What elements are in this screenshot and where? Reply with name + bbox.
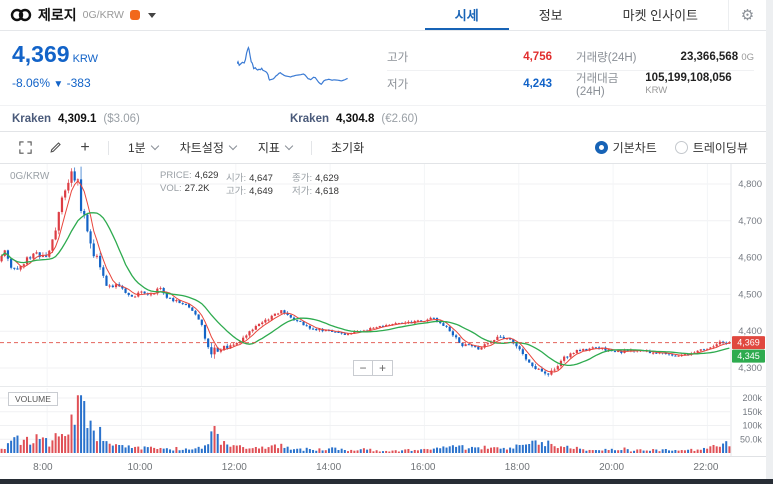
down-arrow-icon: ▼ — [53, 79, 64, 90]
coin-name: 제로지 — [38, 7, 77, 23]
change-percent: -8.06% — [12, 76, 51, 90]
x-tick-label: 12:00 — [221, 462, 247, 473]
fullscreen-icon — [18, 141, 32, 154]
chart-type-switch: 기본차트 트레이딩뷰 — [594, 139, 748, 156]
volume-title: VOLUME — [8, 392, 58, 406]
svg-text:200k: 200k — [742, 393, 762, 403]
x-tick-label: 10:00 — [127, 462, 153, 473]
reference-prices: Kraken 4,309.1 ($3.06) Kraken 4,304.8 (€… — [0, 105, 766, 131]
time-axis: 8:00 10:00 12:00 14:00 16:00 18:00 20:00 22:00 — [0, 456, 766, 478]
zoom-in-button[interactable]: + — [373, 360, 393, 376]
currency-label: KRW — [72, 53, 99, 65]
plus-icon: + — [80, 138, 90, 156]
reset-chart-button[interactable]: 초기화 — [330, 141, 365, 155]
exchange-badge-icon — [129, 10, 140, 20]
toolbar-divider — [108, 140, 109, 155]
x-tick-label: 8:00 — [33, 462, 53, 473]
indicator-dropdown[interactable]: 지표 — [249, 136, 301, 160]
svg-text:4,345: 4,345 — [737, 351, 760, 361]
chevron-down-icon — [284, 141, 294, 151]
market-stats: 고가 4,756 거래량(24H) 23,366,568 0G 저가 4,243 거래… — [387, 43, 754, 98]
zoom-controls: − + — [353, 360, 393, 376]
draw-button[interactable] — [42, 136, 68, 160]
svg-text:4,700: 4,700 — [738, 216, 762, 227]
chevron-down-icon — [228, 141, 238, 151]
market-header: 제로지 0G/KRW 시세 정보 마켓 인사이트 ⚙ — [0, 0, 766, 31]
x-tick-label: 14:00 — [316, 462, 342, 473]
settings-gear-button[interactable]: ⚙ — [728, 0, 766, 30]
radio-basic-chart[interactable]: 기본차트 — [594, 139, 657, 156]
exchange-price: 4,309.1 — [58, 112, 97, 125]
svg-text:4,600: 4,600 — [738, 253, 762, 264]
chart-area: 4,800 4,700 4,600 4,500 4,400 4,300 4,369 4,345… — [0, 164, 766, 479]
fullscreen-button[interactable] — [12, 136, 38, 160]
gear-icon: ⚙ — [740, 7, 755, 24]
kraken-eur-row[interactable]: Kraken 4,304.8 (€2.60) — [290, 113, 568, 125]
coin-logo-icon — [10, 8, 32, 22]
price-chart-canvas[interactable]: 4,800 4,700 4,600 4,500 4,400 4,300 4,369 4,345 — [0, 164, 766, 386]
bottom-bar — [0, 479, 773, 484]
exchange-price-note: (€2.60) — [381, 112, 418, 125]
chart-settings-dropdown[interactable]: 차트설정 — [171, 136, 245, 160]
toolbar-divider — [310, 140, 312, 155]
high-value: 4,756 — [523, 50, 552, 63]
exchange-name: Kraken — [12, 112, 51, 125]
amount-label: 거래대금(24H) — [576, 73, 619, 98]
amount-value: 105,199,108,056 KRW — [645, 72, 732, 96]
low-label: 저가 — [387, 79, 409, 91]
volume-pane: 200k 150k 100k 50.0k VOLUME — [0, 386, 766, 456]
ohlc-legend: PRICE: 4,629 시가: 4,647 종가: 4,629 VOL: 27.2K … — [160, 170, 339, 197]
high-label: 고가 — [387, 51, 409, 64]
svg-text:4,300: 4,300 — [738, 363, 762, 374]
change-amount: -383 — [66, 76, 91, 90]
current-price: 4,369 — [12, 41, 70, 67]
x-tick-label: 18:00 — [504, 462, 530, 473]
add-compare-button[interactable]: + — [72, 136, 98, 160]
svg-text:4,400: 4,400 — [738, 326, 762, 337]
radio-selected-icon — [594, 141, 608, 154]
mini-sparkline — [237, 46, 348, 85]
coin-selector[interactable]: 제로지 0G/KRW — [10, 0, 156, 30]
market-tabs: 시세 정보 마켓 인사이트 — [424, 0, 728, 30]
svg-text:50.0k: 50.0k — [740, 434, 763, 444]
price-change: -8.06% ▼ -383 — [12, 76, 237, 90]
exchange-price: 4,304.8 — [336, 112, 375, 125]
exchange-price-note: ($3.06) — [103, 112, 140, 125]
exchange-name: Kraken — [290, 112, 329, 125]
interval-dropdown[interactable]: 1분 — [119, 136, 167, 160]
volume-label: 거래량(24H) — [576, 51, 637, 64]
tab-info[interactable]: 정보 — [538, 7, 563, 23]
price-block: 4,369 KRW -8.06% ▼ -383 — [12, 41, 237, 90]
radio-tradingview[interactable]: 트레이딩뷰 — [674, 139, 748, 156]
radio-unselected-icon — [674, 141, 688, 154]
chevron-down-icon — [147, 12, 156, 18]
x-tick-label: 20:00 — [599, 462, 625, 473]
chart-symbol-label: 0G/KRW — [10, 171, 50, 182]
svg-text:4,500: 4,500 — [738, 289, 762, 300]
tab-market-insight[interactable]: 마켓 인사이트 — [622, 7, 698, 23]
tab-price[interactable]: 시세 — [424, 0, 509, 30]
volume-chart-canvas[interactable]: 200k 150k 100k 50.0k — [0, 387, 766, 456]
pencil-icon — [49, 142, 61, 153]
svg-text:150k: 150k — [742, 407, 762, 417]
x-tick-label: 22:00 — [693, 462, 719, 473]
low-value: 4,243 — [523, 78, 552, 90]
quote-section: 4,369 KRW -8.06% ▼ -383 고가 4,756 거래량(24H) 2… — [0, 31, 766, 105]
volume-value: 23,366,568 0G — [680, 50, 754, 63]
x-tick-label: 16:00 — [410, 462, 436, 473]
svg-text:4,800: 4,800 — [738, 179, 762, 190]
zoom-out-button[interactable]: − — [353, 360, 373, 376]
kraken-usd-row[interactable]: Kraken 4,309.1 ($3.06) — [12, 113, 290, 125]
svg-text:4,369: 4,369 — [737, 338, 760, 348]
svg-text:100k: 100k — [742, 421, 762, 431]
chevron-down-icon — [150, 141, 159, 151]
coin-pair: 0G/KRW — [82, 9, 124, 21]
chart-toolbar: + 1분 차트설정 지표 초기화 기본차트 트레이딩뷰 — [0, 131, 766, 164]
